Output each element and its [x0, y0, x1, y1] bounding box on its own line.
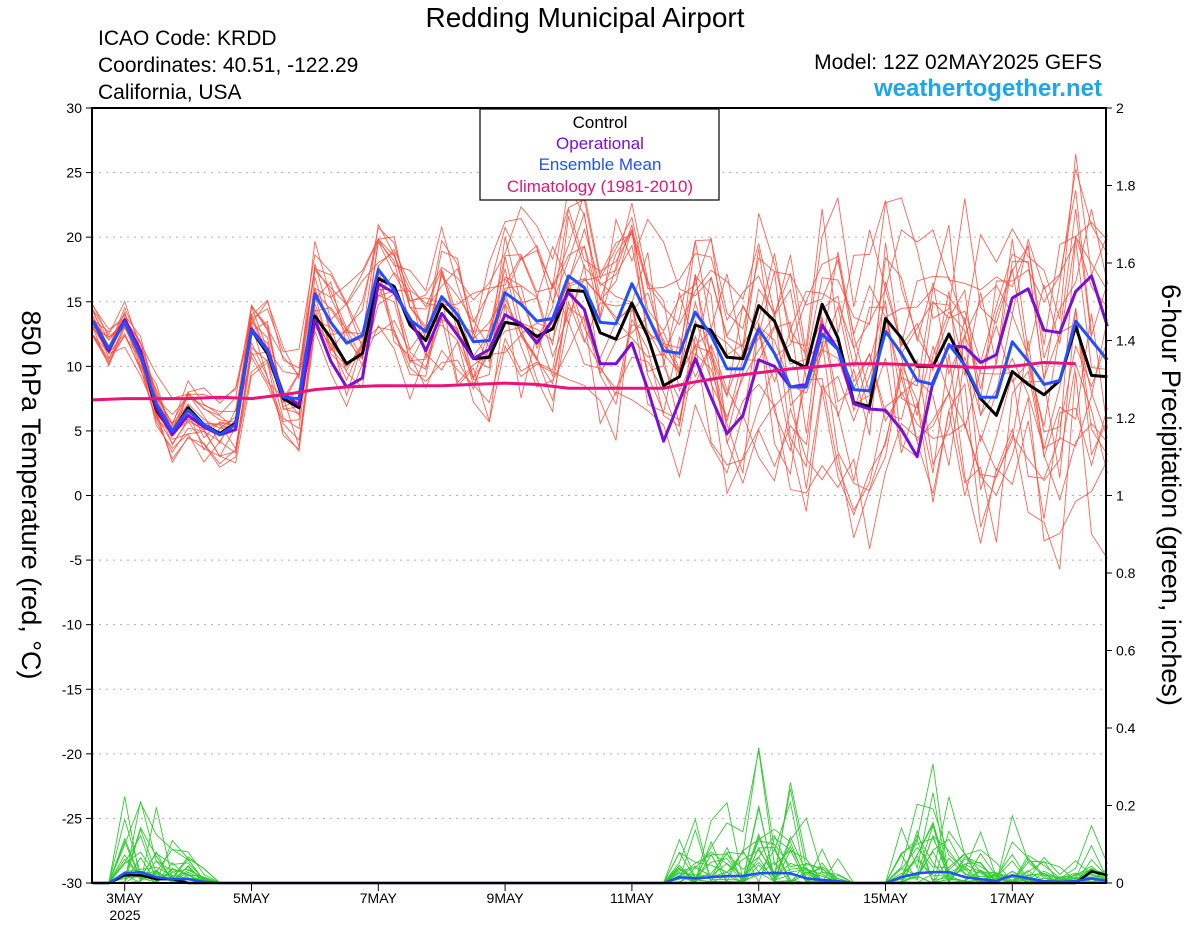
y-tick-left-label: 20 [66, 229, 82, 245]
y-tick-left-label: -5 [70, 552, 83, 568]
x-tick-label: 7MAY [360, 890, 398, 906]
ensemble-mean-precip-line [93, 870, 1108, 885]
temp-member-line [92, 193, 1108, 401]
y-tick-right-label: 0 [1116, 875, 1124, 891]
temp-member-line [92, 273, 1108, 512]
legend: Control Operational Ensemble Mean Climat… [479, 108, 720, 201]
y-tick-right-label: 1.6 [1116, 255, 1136, 271]
x-tick-label: 17MAY [990, 890, 1036, 906]
temp-member-line [92, 303, 1108, 549]
x-tick-label: 3MAY [106, 890, 144, 906]
x-tick-label: 13MAY [736, 890, 782, 906]
y-axis-left-label: 850 hPa Temperature (red, °C) [16, 311, 46, 680]
site-name: weathertogether.net [873, 75, 1102, 102]
temp-member-line [92, 185, 1108, 427]
member-lines [92, 153, 1108, 885]
temp-member-line [92, 196, 1108, 425]
y-tick-right-label: 0.6 [1116, 643, 1136, 659]
y-tick-right-label: 0.2 [1116, 798, 1136, 814]
year-label: 2025 [109, 907, 140, 923]
precip-member-line [93, 747, 1108, 885]
icao-code: ICAO Code: KRDD [98, 27, 277, 50]
y-axis-right-label: 6-hour Precipitation (green, inches) [1156, 284, 1186, 706]
y-tick-right-label: 0.8 [1116, 565, 1136, 581]
x-tick-label: 5MAY [233, 890, 271, 906]
y-tick-right-label: 1.2 [1116, 410, 1136, 426]
y-tick-right-label: 1.8 [1116, 178, 1136, 194]
temp-member-line [92, 288, 1108, 491]
y-tick-right-label: 1.4 [1116, 333, 1136, 349]
legend-entry: Operational [556, 134, 644, 153]
climatology-line [92, 361, 1076, 402]
y-tick-left-label: 25 [66, 165, 82, 181]
precip-member-line [93, 750, 1108, 884]
y-tick-left-label: -25 [62, 810, 82, 826]
series-lines [91, 268, 1109, 885]
x-tick-label: 11MAY [610, 890, 654, 906]
temp-member-line [92, 224, 1108, 449]
y-tick-left-label: 0 [74, 488, 82, 504]
y-tick-left-label: 30 [66, 100, 82, 116]
model-run: Model: 12Z 02MAY2025 GEFS [814, 51, 1102, 74]
precip-member-line [93, 835, 1108, 884]
y-tick-left-label: -10 [62, 617, 82, 633]
legend-entry: Ensemble Mean [539, 155, 662, 174]
y-tick-right-label: 0.4 [1116, 720, 1136, 736]
y-tick-right-label: 2 [1116, 100, 1124, 116]
y-tick-left-label: 10 [66, 358, 82, 374]
legend-box [479, 108, 720, 201]
y-tick-left-label: -30 [62, 875, 82, 891]
legend-entry: Climatology (1981-2010) [507, 177, 693, 196]
temp-member-line [92, 216, 1108, 445]
y-tick-left-label: 15 [66, 294, 82, 310]
precip-member-line [93, 788, 1108, 884]
temp-member-line [92, 281, 1108, 544]
temp-member-line [92, 290, 1108, 543]
temp-member-line [92, 264, 1108, 446]
axes: 302520151050-5-10-15-20-25-3021.81.61.41… [62, 100, 1136, 906]
chart-title: Redding Municipal Airport [425, 2, 745, 33]
y-tick-right-label: 1 [1116, 488, 1124, 504]
legend-entry: Control [573, 113, 628, 132]
y-tick-left-label: -20 [62, 746, 82, 762]
y-tick-left-label: 5 [74, 423, 82, 439]
y-tick-left-label: -15 [62, 681, 82, 697]
temp-member-line [92, 153, 1108, 431]
coordinates: Coordinates: 40.51, -122.29 [98, 54, 359, 77]
temp-member-line [92, 265, 1108, 528]
precip-member-line [93, 782, 1108, 884]
x-tick-label: 9MAY [487, 890, 525, 906]
temp-member-line [92, 190, 1108, 432]
temp-member-line [92, 303, 1108, 570]
region: California, USA [98, 81, 242, 104]
x-tick-label: 15MAY [863, 890, 909, 906]
ensemble-mean-line [91, 268, 1109, 437]
temp-member-line [92, 208, 1108, 436]
grid [92, 172, 1106, 819]
